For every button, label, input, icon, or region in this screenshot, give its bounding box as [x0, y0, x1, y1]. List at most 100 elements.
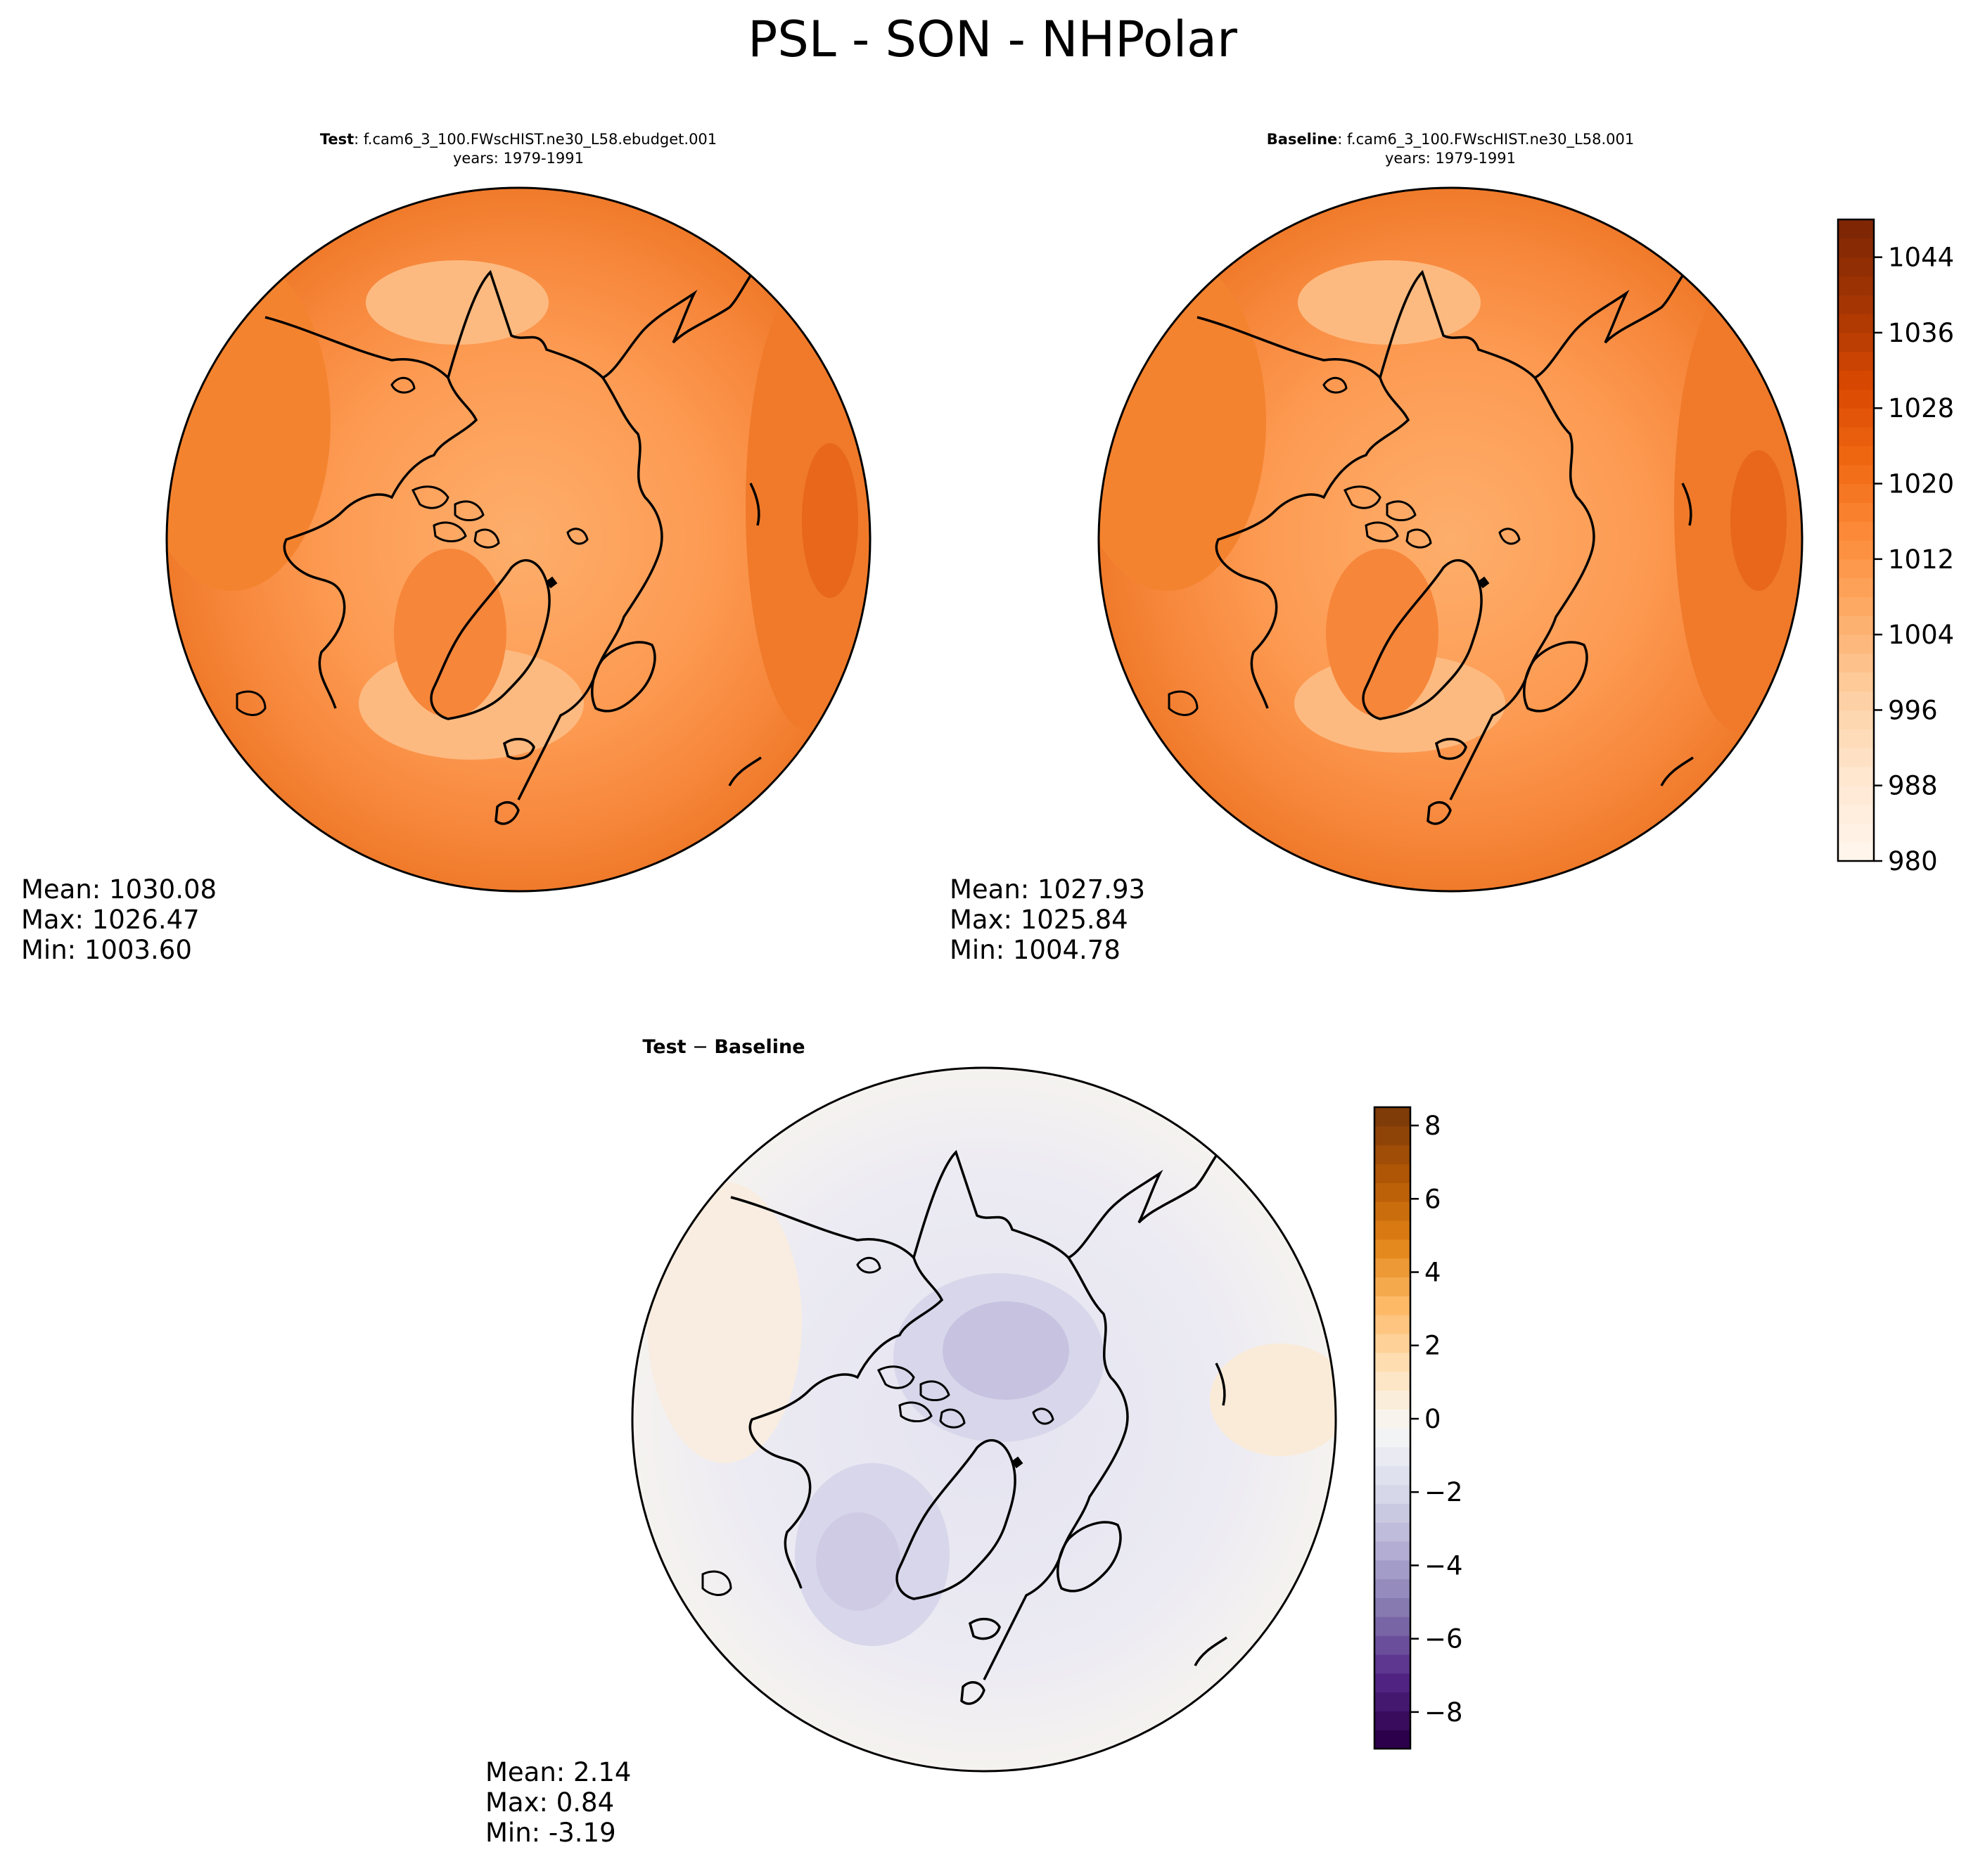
main-colorbar-band	[1838, 710, 1874, 729]
baseline-panel: Baseline: f.cam6_3_100.FWscHIST.ne30_L58…	[950, 131, 1804, 965]
diff-minus: −	[687, 1036, 715, 1058]
main-colorbar-tick-label: 980	[1888, 846, 1938, 876]
main-colorbar-band	[1838, 445, 1874, 466]
test-max: Max: 1026.47	[21, 905, 200, 935]
main-colorbar-band	[1838, 276, 1874, 295]
diff-colorbar: −8 −6 −4 −2 0 2 4 6 8	[1373, 1106, 1463, 1750]
main-colorbar-tick-label: 988	[1888, 771, 1938, 801]
diff-colorbar-band	[1374, 1390, 1410, 1410]
diff-map	[632, 1068, 1336, 1771]
diff-colorbar-band	[1374, 1258, 1410, 1278]
main-colorbar: 980 988 996 1004 1012 1020 1028 1036 1044	[1837, 218, 1954, 876]
test-label: Test	[320, 131, 354, 148]
main-colorbar-band	[1838, 238, 1874, 258]
main-colorbar-band	[1838, 332, 1874, 352]
diff-max: Max: 0.84	[485, 1787, 614, 1818]
main-colorbar-band	[1838, 578, 1874, 598]
main-colorbar-band	[1838, 823, 1874, 843]
diff-colorbar-tick-label: −6	[1424, 1624, 1463, 1654]
baseline-panel-title: Baseline: f.cam6_3_100.FWscHIST.ne30_L58…	[1267, 131, 1634, 148]
main-colorbar-tick-label: 1044	[1888, 243, 1954, 273]
main-colorbar-tick-label: 1028	[1888, 393, 1954, 423]
test-map	[167, 188, 870, 891]
main-colorbar-band	[1838, 559, 1874, 579]
baseline-max: Max: 1025.84	[950, 905, 1128, 935]
diff-colorbar-band	[1374, 1182, 1410, 1202]
diff-colorbar-tick-label: −8	[1424, 1697, 1463, 1728]
diff-colorbar-band	[1374, 1315, 1410, 1334]
diff-colorbar-band	[1374, 1503, 1410, 1523]
main-colorbar-band	[1838, 295, 1874, 314]
diff-stats: Mean: 2.14 Max: 0.84 Min: -3.19	[485, 1757, 631, 1848]
main-colorbar-band	[1838, 766, 1874, 786]
main-colorbar-band	[1838, 615, 1874, 635]
diff-colorbar-band	[1374, 1692, 1410, 1711]
baseline-stats: Mean: 1027.93 Max: 1025.84 Min: 1004.78	[950, 874, 1145, 965]
main-colorbar-band	[1838, 748, 1874, 767]
diff-colorbar-band	[1374, 1673, 1410, 1693]
main-colorbar-band	[1838, 672, 1874, 692]
diff-colorbar-band	[1374, 1163, 1410, 1183]
diff-colorbar-band	[1374, 1711, 1410, 1730]
diff-colorbar-band	[1374, 1277, 1410, 1296]
main-colorbar-band	[1838, 389, 1874, 409]
diff-colorbar-band	[1374, 1522, 1410, 1542]
diff-colorbar-band	[1374, 1635, 1410, 1655]
test-mean: Mean: 1030.08	[21, 874, 217, 905]
test-years: years: 1979-1991	[453, 150, 584, 167]
diff-mean: Mean: 2.14	[485, 1757, 631, 1787]
diff-colorbar-band	[1374, 1125, 1410, 1146]
main-colorbar-band	[1838, 653, 1874, 673]
diff-colorbar-band	[1374, 1201, 1410, 1221]
test-min: Min: 1003.60	[21, 935, 192, 965]
main-colorbar-band	[1838, 521, 1874, 541]
diff-colorbar-tick-label: −2	[1424, 1477, 1463, 1507]
main-colorbar-band	[1838, 483, 1874, 503]
main-colorbar-tick-label: 1012	[1888, 544, 1954, 575]
main-colorbar-frame	[1837, 218, 1875, 862]
baseline-label: Baseline	[1267, 131, 1338, 148]
diff-colorbar-band	[1374, 1352, 1410, 1372]
diff-colorbar-tick-label: 6	[1424, 1184, 1441, 1214]
main-colorbar-band	[1838, 634, 1874, 654]
diff-colorbar-band	[1374, 1220, 1410, 1240]
main-colorbar-band	[1838, 785, 1874, 805]
diff-colorbar-frame	[1373, 1106, 1412, 1750]
baseline-min: Min: 1004.78	[950, 935, 1121, 965]
diff-colorbar-band	[1374, 1409, 1410, 1429]
diff-label-baseline: Baseline	[714, 1036, 805, 1058]
main-colorbar-band	[1838, 540, 1874, 560]
diff-colorbar-band	[1374, 1239, 1410, 1259]
diff-colorbar-band	[1374, 1428, 1410, 1448]
diff-colorbar-band	[1374, 1107, 1410, 1127]
test-panel-title: Test: f.cam6_3_100.FWscHIST.ne30_L58.ebu…	[320, 131, 717, 148]
figure-title: PSL - SON - NHPolar	[748, 11, 1237, 68]
diff-colorbar-tick-label: −4	[1424, 1550, 1463, 1581]
baseline-years: years: 1979-1991	[1385, 150, 1516, 167]
diff-colorbar-band	[1374, 1296, 1410, 1315]
baseline-mean: Mean: 1027.93	[950, 874, 1145, 905]
main-colorbar-band	[1838, 351, 1874, 371]
main-colorbar-band	[1838, 691, 1874, 711]
baseline-case-name: : f.cam6_3_100.FWscHIST.ne30_L58.001	[1337, 131, 1634, 148]
diff-colorbar-band	[1374, 1616, 1410, 1636]
diff-colorbar-tick-label: 4	[1424, 1258, 1441, 1288]
main-colorbar-band	[1838, 408, 1874, 428]
diff-colorbar-band	[1374, 1333, 1410, 1353]
diff-colorbar-tick-label: 2	[1424, 1331, 1441, 1361]
diff-colorbar-band	[1374, 1446, 1410, 1467]
diff-colorbar-band	[1374, 1597, 1410, 1617]
main-colorbar-band	[1838, 427, 1874, 447]
diff-colorbar-band	[1374, 1730, 1410, 1749]
diff-colorbar-tick-label: 8	[1424, 1111, 1441, 1141]
main-colorbar-band	[1838, 219, 1874, 239]
main-colorbar-band	[1838, 502, 1874, 522]
diff-min: Min: -3.19	[485, 1818, 616, 1848]
test-panel: Test: f.cam6_3_100.FWscHIST.ne30_L58.ebu…	[21, 131, 872, 965]
main-colorbar-band	[1838, 257, 1874, 277]
diff-panel: Test − Baseline Mean: 2.14 Max: 0.84 Min…	[485, 1036, 1337, 1848]
main-colorbar-band	[1838, 314, 1874, 333]
main-colorbar-band	[1838, 842, 1874, 862]
diff-colorbar-band	[1374, 1654, 1410, 1674]
